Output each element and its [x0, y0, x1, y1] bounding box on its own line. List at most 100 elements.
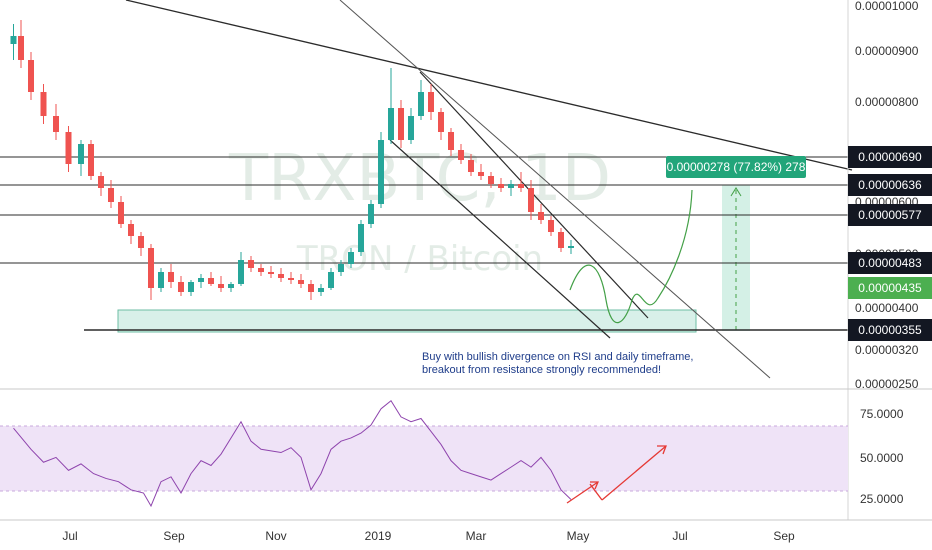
candle-body [478, 172, 484, 176]
candle-body [268, 272, 274, 274]
rsi-arrow-up-2-head [657, 445, 667, 455]
candle-body [368, 204, 374, 224]
rsi-arrow-up-1-head [590, 481, 599, 490]
annotation-line-2: breakout from resistance strongly recomm… [422, 364, 661, 376]
candle-body [40, 92, 47, 116]
projection-path [569, 189, 693, 324]
x-tick-may-2019: May [567, 529, 590, 543]
price-level-label-4: 0.00000355 [858, 323, 922, 337]
long-term-resistance-line[interactable] [125, 0, 853, 171]
rsi-arrow-up-2 [601, 445, 667, 501]
candle-body [378, 140, 384, 204]
x-tick-jul-2018: Jul [62, 529, 77, 543]
candle-body [328, 272, 334, 288]
candle-body [568, 246, 574, 248]
candle-body [548, 220, 554, 232]
candle-body [88, 144, 94, 176]
candle-body [128, 224, 134, 236]
support-zone[interactable] [117, 309, 697, 333]
y-tick-800: 0.00000800 [855, 95, 919, 109]
last-price-label-background [848, 277, 932, 299]
x-tick-mar-2019: Mar [466, 529, 487, 543]
rsi-tick-50: 50.0000 [860, 451, 904, 465]
x-tick-jul-2019: Jul [672, 529, 687, 543]
candle-body [18, 36, 24, 60]
candle-body [168, 272, 174, 282]
candle-body [358, 224, 364, 252]
description-watermark: TRON / Bitcoin [296, 239, 543, 279]
price-level-label-background-0 [848, 146, 932, 168]
y-tick-1000: 0.00001000 [855, 0, 919, 13]
candle-body [178, 282, 184, 292]
x-tick-sep-2019: Sep [773, 529, 795, 543]
candle-body [448, 132, 454, 150]
candle-body [65, 132, 72, 164]
candle-body [398, 108, 404, 140]
candle-body [28, 60, 34, 92]
candle-body [10, 36, 17, 44]
y-tick-900: 0.00000900 [855, 44, 919, 58]
price-level-label-background-2 [848, 204, 932, 226]
rsi-tick-25: 25.0000 [860, 492, 904, 506]
candle-body [248, 260, 254, 268]
candle-body [78, 144, 84, 164]
projection-arrowhead [730, 187, 742, 197]
candle-body [208, 278, 214, 284]
rsi-arrow-down [589, 483, 603, 501]
price-level-label-1: 0.00000636 [858, 178, 922, 192]
candle-body [518, 184, 524, 188]
candle-body [488, 176, 494, 184]
candle-body [318, 288, 324, 292]
price-level-label-background-3 [848, 252, 932, 274]
candle-body [188, 282, 194, 292]
measure-label-background [666, 156, 806, 178]
candle-body [98, 176, 104, 188]
price-level-label-background-4 [848, 319, 932, 341]
rsi-tick-75: 75.0000 [860, 407, 904, 421]
candle-body [418, 92, 424, 116]
candle-body [288, 278, 294, 280]
y-tick-400: 0.00000400 [855, 301, 919, 315]
candle-body [158, 272, 164, 288]
candle-body [218, 284, 224, 288]
candle-body [108, 188, 114, 202]
candle-body [258, 268, 264, 272]
price-level-label-0: 0.00000690 [858, 150, 922, 164]
candlestick-series [10, 20, 574, 300]
candle-body [118, 202, 124, 224]
last-price-label: 0.00000435 [858, 281, 922, 295]
channel-lower-line[interactable] [389, 139, 611, 339]
candle-body [278, 274, 284, 278]
candle-body [228, 284, 234, 288]
candle-body [148, 248, 154, 288]
y-tick-250: 0.00000250 [855, 377, 919, 391]
candle-body [468, 160, 474, 172]
x-tick-nov-2018: Nov [265, 529, 286, 543]
candle-body [508, 184, 514, 188]
price-level-label-background-1 [848, 174, 932, 196]
candle-body [438, 112, 444, 132]
candle-body [498, 184, 504, 188]
candle-body [558, 232, 564, 248]
price-level-label-3: 0.00000483 [858, 256, 922, 270]
candle-body [53, 116, 59, 132]
candle-body [338, 264, 344, 272]
price-level-label-2: 0.00000577 [858, 208, 922, 222]
candle-body [388, 108, 394, 140]
rsi-line [13, 399, 572, 508]
candle-body [138, 236, 144, 248]
rsi-arrow-up-1 [566, 481, 599, 504]
candle-body [458, 150, 464, 160]
candle-body [408, 116, 414, 140]
candle-body [348, 252, 354, 264]
outer-diagonal-line[interactable] [339, 0, 771, 379]
rsi-band [0, 426, 848, 491]
x-tick-sep-2018: Sep [163, 529, 185, 543]
candle-body [298, 280, 304, 284]
candle-body [538, 212, 544, 220]
candle-body [428, 92, 434, 112]
annotation-line-1: Buy with bullish divergence on RSI and d… [422, 351, 693, 363]
candle-body [308, 284, 314, 292]
candle-body [238, 260, 244, 284]
